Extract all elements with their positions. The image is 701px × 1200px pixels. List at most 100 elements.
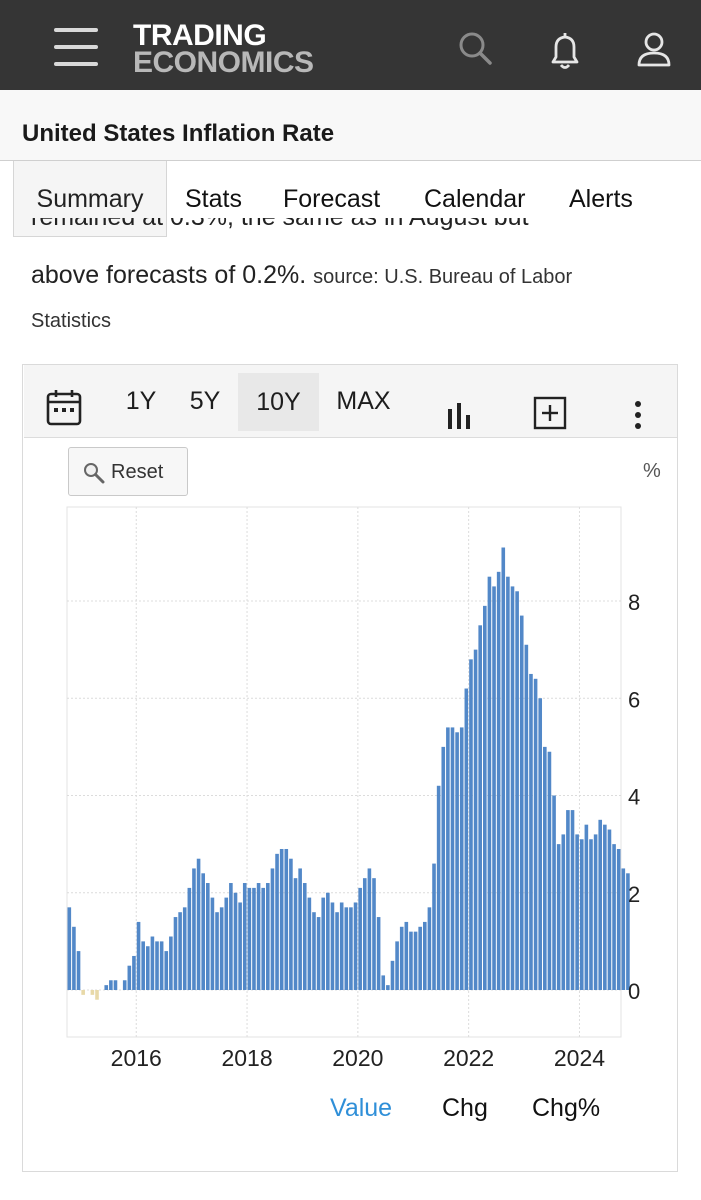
bar[interactable] bbox=[501, 547, 506, 990]
bar[interactable] bbox=[201, 873, 205, 990]
bar[interactable] bbox=[298, 868, 302, 990]
bar[interactable] bbox=[529, 673, 533, 990]
bar[interactable] bbox=[469, 659, 473, 990]
bar[interactable] bbox=[436, 785, 441, 990]
bar[interactable] bbox=[182, 907, 187, 990]
bar[interactable] bbox=[603, 824, 607, 990]
bar[interactable] bbox=[621, 868, 626, 990]
bar[interactable] bbox=[229, 883, 233, 990]
bar[interactable] bbox=[206, 883, 210, 990]
bar[interactable] bbox=[538, 698, 543, 990]
bar[interactable] bbox=[607, 829, 612, 990]
bar[interactable] bbox=[150, 936, 155, 990]
bar[interactable] bbox=[67, 907, 72, 990]
bar[interactable] bbox=[256, 883, 261, 990]
bar[interactable] bbox=[238, 902, 242, 990]
bar[interactable] bbox=[173, 917, 178, 990]
bar[interactable] bbox=[266, 883, 270, 990]
bar[interactable] bbox=[612, 844, 616, 991]
bar[interactable] bbox=[132, 955, 136, 990]
legend-value[interactable]: Value bbox=[330, 1094, 393, 1122]
bar[interactable] bbox=[524, 644, 529, 990]
range-5y[interactable]: 5Y bbox=[189, 387, 221, 415]
bar[interactable] bbox=[339, 902, 344, 990]
bar[interactable] bbox=[455, 732, 459, 990]
more-icon[interactable] bbox=[628, 387, 648, 429]
bar[interactable] bbox=[113, 980, 118, 990]
bar[interactable] bbox=[561, 834, 566, 990]
bar[interactable] bbox=[510, 586, 515, 990]
bar[interactable] bbox=[441, 746, 446, 991]
bar[interactable] bbox=[367, 868, 372, 990]
bar[interactable] bbox=[81, 990, 85, 995]
tab-stats[interactable]: Stats bbox=[185, 185, 242, 213]
bar[interactable] bbox=[556, 844, 561, 991]
bar-chart-icon[interactable] bbox=[441, 387, 477, 429]
bar[interactable] bbox=[395, 941, 399, 991]
bar[interactable] bbox=[543, 746, 547, 991]
bar[interactable] bbox=[261, 887, 266, 990]
range-1y[interactable]: 1Y bbox=[125, 387, 157, 415]
calendar-icon[interactable] bbox=[42, 383, 86, 426]
bar[interactable] bbox=[215, 912, 219, 990]
bell-icon[interactable] bbox=[545, 30, 585, 70]
bar[interactable] bbox=[579, 839, 584, 990]
bar[interactable] bbox=[219, 907, 224, 990]
bar[interactable] bbox=[349, 907, 353, 990]
bar[interactable] bbox=[302, 883, 307, 990]
bar[interactable] bbox=[145, 946, 150, 990]
bar[interactable] bbox=[413, 931, 418, 990]
bar[interactable] bbox=[136, 921, 141, 990]
legend-chg[interactable]: Chg bbox=[442, 1094, 488, 1122]
bar[interactable] bbox=[330, 902, 335, 990]
bar[interactable] bbox=[478, 625, 482, 990]
bar[interactable] bbox=[335, 912, 339, 990]
bar[interactable] bbox=[566, 810, 570, 990]
bar[interactable] bbox=[289, 858, 293, 990]
bar[interactable] bbox=[252, 887, 256, 990]
bar[interactable] bbox=[316, 917, 321, 990]
bar[interactable] bbox=[409, 931, 413, 990]
bar[interactable] bbox=[584, 824, 589, 990]
bar[interactable] bbox=[270, 868, 275, 990]
bar[interactable] bbox=[164, 951, 169, 990]
bar[interactable] bbox=[178, 912, 182, 990]
bar[interactable] bbox=[487, 576, 492, 990]
bar[interactable] bbox=[210, 897, 215, 990]
bar[interactable] bbox=[616, 848, 621, 990]
bar[interactable] bbox=[72, 926, 76, 990]
bar[interactable] bbox=[95, 990, 99, 1000]
bar[interactable] bbox=[506, 576, 510, 990]
bar[interactable] bbox=[492, 586, 496, 990]
bar[interactable] bbox=[404, 921, 409, 990]
bar[interactable] bbox=[570, 810, 575, 990]
bar[interactable] bbox=[159, 941, 164, 991]
bar[interactable] bbox=[515, 591, 519, 990]
bar[interactable] bbox=[446, 727, 450, 990]
bar[interactable] bbox=[626, 873, 630, 990]
bar[interactable] bbox=[390, 960, 395, 990]
bar[interactable] bbox=[155, 941, 159, 991]
bar[interactable] bbox=[418, 926, 422, 990]
bar[interactable] bbox=[104, 985, 109, 990]
bar[interactable] bbox=[242, 883, 247, 990]
bar[interactable] bbox=[326, 892, 330, 990]
logo[interactable]: TRADING ECONOMICS bbox=[133, 21, 314, 78]
bar[interactable] bbox=[376, 917, 381, 990]
bar[interactable] bbox=[575, 834, 579, 990]
bar[interactable] bbox=[279, 848, 284, 990]
range-max[interactable]: MAX bbox=[336, 387, 391, 415]
bar[interactable] bbox=[90, 990, 95, 995]
bar[interactable] bbox=[312, 912, 316, 990]
tab-alerts[interactable]: Alerts bbox=[569, 185, 633, 213]
bar[interactable] bbox=[224, 897, 229, 990]
bar[interactable] bbox=[321, 897, 326, 990]
bar[interactable] bbox=[362, 878, 367, 990]
bar[interactable] bbox=[381, 975, 386, 990]
bar[interactable] bbox=[519, 615, 524, 990]
bar[interactable] bbox=[593, 834, 598, 990]
bar[interactable] bbox=[386, 985, 390, 990]
bar[interactable] bbox=[552, 795, 556, 991]
bar[interactable] bbox=[399, 926, 404, 990]
range-10y[interactable]: 10Y bbox=[238, 373, 319, 431]
